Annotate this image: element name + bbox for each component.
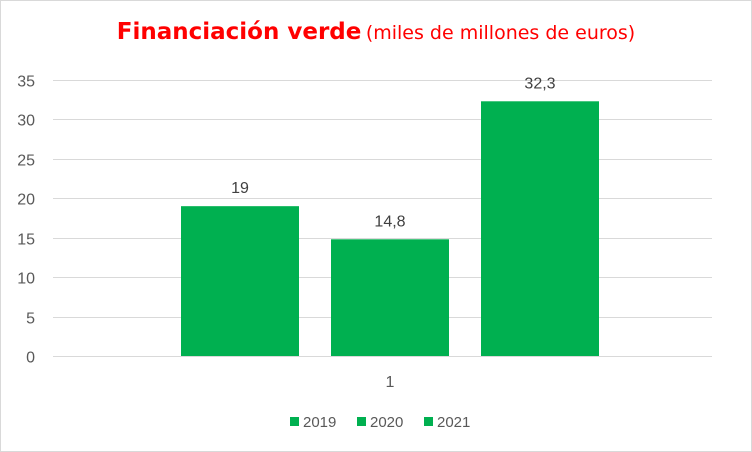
data-label-2020: 14,8: [374, 213, 405, 230]
legend-label-2019: 2019: [303, 414, 336, 431]
data-label-2021: 32,3: [524, 75, 555, 92]
legend-label-2021: 2021: [437, 414, 470, 431]
legend-swatch-2020: [357, 417, 366, 426]
y-tick-label-35: 35: [17, 74, 35, 91]
x-tick-label-1: 1: [386, 374, 395, 391]
chart-title: Financiación verde (miles de millones de…: [1, 19, 751, 45]
y-tick-label-15: 15: [17, 232, 35, 249]
bar-2021: [481, 101, 599, 356]
y-tick-label-5: 5: [26, 311, 35, 328]
y-tick-label-0: 0: [26, 350, 35, 367]
y-tick-label-30: 30: [17, 113, 35, 130]
legend-swatch-2019: [290, 417, 299, 426]
chart-title-main: Financiación verde: [116, 19, 362, 45]
y-tick-label-25: 25: [17, 153, 35, 170]
bar-2019: [181, 206, 299, 356]
y-tick-label-20: 20: [17, 192, 35, 209]
data-label-2019: 19: [231, 180, 249, 197]
legend-label-2020: 2020: [370, 414, 403, 431]
chart-title-subtitle: (miles de millones de euros): [365, 22, 636, 44]
y-tick-label-10: 10: [17, 271, 35, 288]
bar-2020: [331, 239, 449, 356]
legend-swatch-2021: [424, 417, 433, 426]
